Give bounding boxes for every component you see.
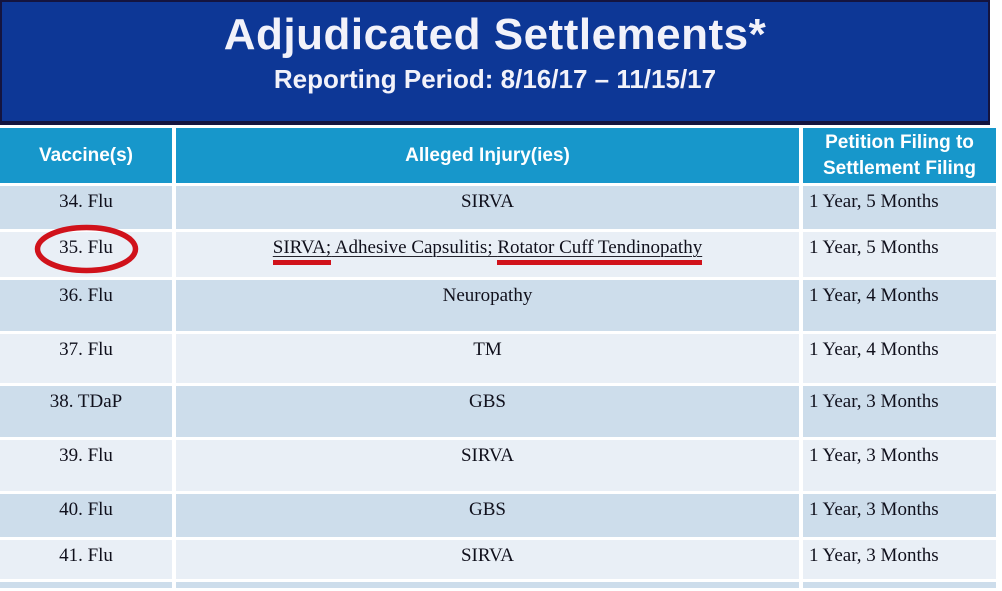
red-underlined-text: Rotator Cuff Tendinopathy <box>497 237 703 265</box>
table-row-36: 36. Flu Neuropathy 1 Year, 4 Months <box>0 280 996 334</box>
vaccine-cell: 38. TDaP <box>0 386 172 437</box>
vaccine-cell: 41. Flu <box>0 540 172 579</box>
vaccine-cell: 35. Flu <box>0 224 172 277</box>
vaccine-cell: 36. Flu <box>0 280 172 331</box>
injury-text: SIRVA <box>461 545 514 566</box>
vaccine-label: 35. Flu <box>59 237 113 258</box>
injury-text: Neuropathy <box>443 285 533 306</box>
duration-cell: 1 Year, 3 Months <box>803 540 996 579</box>
vaccine-label: 40. Flu <box>59 499 113 520</box>
duration-cell: 1 Year, 3 Months <box>803 386 996 437</box>
table-row-41: 41. Flu SIRVA 1 Year, 3 Months <box>0 540 996 582</box>
table-row-35: 35. Flu SIRVA; Adhesive Capsulitis; Rotat… <box>0 224 996 280</box>
vaccine-label: 38. TDaP <box>49 391 123 412</box>
injury-text: SIRVA <box>461 445 514 466</box>
injury-text-part: SIRVA <box>460 545 515 566</box>
table-row-38: 38. TDaP GBS 1 Year, 3 Months <box>0 386 996 440</box>
injury-text-part: GBS <box>469 391 506 412</box>
injury-cell: SIRVA <box>176 186 799 229</box>
injury-cell: SIRVA; Adhesive Capsulitis; Rotator Cuff… <box>176 232 799 277</box>
injury-cell: SIRVA <box>176 440 799 491</box>
duration-cell: 1 Year, 4 Months <box>803 334 996 383</box>
vaccine-label: 34. Flu <box>59 191 113 212</box>
reporting-period-subtitle: Reporting Period: 8/16/17 – 11/15/17 <box>273 64 717 95</box>
table-body: 34. Flu SIRVA 1 Year, 5 Months 35. Flu SIRVA… <box>0 186 996 591</box>
injury-text-part: Neuropathy <box>442 285 533 306</box>
injury-cell: Neuropathy <box>176 280 799 331</box>
column-header-2: Alleged Injury(ies) <box>176 128 799 183</box>
duration-cell: 1 Year, 3 Months <box>803 494 996 537</box>
injury-text: GBS <box>469 499 506 520</box>
injury-cell: TM <box>176 334 799 383</box>
column-header-3: Petition Filing to Settlement Filing <box>803 128 996 183</box>
vaccine-label: 41. Flu <box>59 545 113 566</box>
injury-cell: GBS <box>176 494 799 537</box>
settlements-table: Vaccine(s) Alleged Injury(ies) Petition Fi… <box>0 128 996 591</box>
partial-cell <box>0 582 172 588</box>
injury-text: GBS <box>469 391 506 412</box>
injury-cell: SIRVA <box>176 540 799 579</box>
vaccine-cell: 39. Flu <box>0 440 172 491</box>
vaccine-label: 37. Flu <box>59 339 113 360</box>
injury-text-part: TM <box>473 339 502 360</box>
vaccine-label: 39. Flu <box>59 445 113 466</box>
table-row-39: 39. Flu SIRVA 1 Year, 3 Months <box>0 440 996 494</box>
injury-text: SIRVA <box>461 191 514 212</box>
table-row-37: 37. Flu TM 1 Year, 4 Months <box>0 334 996 386</box>
injury-text: SIRVA; Adhesive Capsulitis; Rotator Cuff… <box>272 237 703 265</box>
red-underlined-text: SIRVA; <box>272 237 332 265</box>
injury-text-part: SIRVA <box>460 191 515 212</box>
vaccine-cell: 40. Flu <box>0 494 172 537</box>
table-row-34: 34. Flu SIRVA 1 Year, 5 Months <box>0 186 996 232</box>
vaccine-cell: 34. Flu <box>0 186 172 229</box>
injury-cell: GBS <box>176 386 799 437</box>
injury-text-part: GBS <box>469 499 506 520</box>
partial-cell <box>176 582 799 588</box>
table-header-row: Vaccine(s) Alleged Injury(ies) Petition Fi… <box>0 128 996 186</box>
duration-cell: 1 Year, 5 Months <box>803 232 996 277</box>
injury-text: TM <box>473 339 502 360</box>
table-row-40: 40. Flu GBS 1 Year, 3 Months <box>0 494 996 540</box>
injury-text-part: SIRVA <box>460 445 515 466</box>
vaccine-cell: 37. Flu <box>0 334 172 383</box>
injury-text-part: Adhesive Capsulitis; <box>331 237 498 258</box>
slide-title-banner: Adjudicated Settlements* Reporting Perio… <box>0 0 990 125</box>
duration-cell: 1 Year, 3 Months <box>803 440 996 491</box>
partial-row <box>0 582 996 591</box>
vaccine-label: 36. Flu <box>59 285 113 306</box>
column-header-1: Vaccine(s) <box>0 128 172 183</box>
page-title: Adjudicated Settlements* <box>223 10 767 59</box>
duration-cell: 1 Year, 4 Months <box>803 280 996 331</box>
duration-cell: 1 Year, 5 Months <box>803 186 996 229</box>
partial-cell <box>803 582 996 588</box>
